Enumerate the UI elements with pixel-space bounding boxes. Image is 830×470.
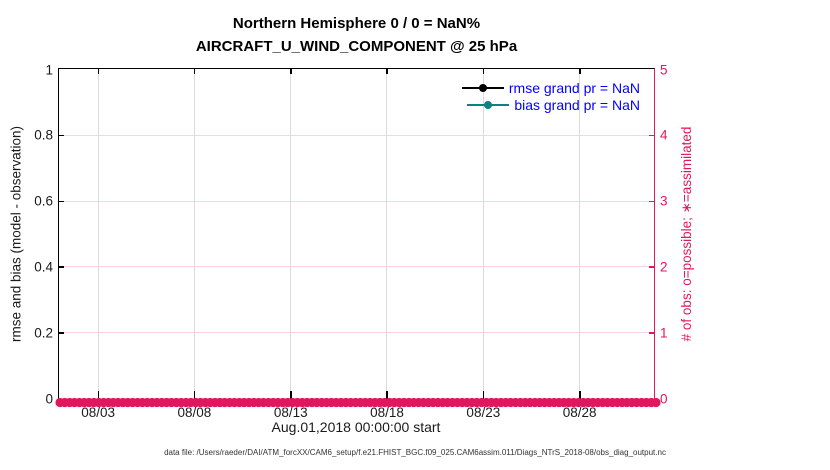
x-tick-mark-top [97, 69, 100, 74]
y-gridline [59, 266, 654, 268]
x-tick-mark-top [386, 69, 388, 74]
plot-area: rmse grand pr = NaN bias grand pr = NaN [55, 68, 661, 408]
y-right-tick-mark [649, 134, 654, 137]
y-right-tick-label: 5 [660, 62, 668, 78]
y-left-tick-label: 1 [45, 62, 53, 78]
y-left-tick-mark [59, 134, 64, 137]
y-gridline [59, 332, 654, 334]
x-gridline [97, 69, 99, 399]
y-right-tick-mark [649, 332, 654, 334]
y-left-tick-mark [59, 200, 64, 203]
x-tick-label: 08/03 [81, 405, 116, 420]
title-line1: Northern Hemisphere 0 / 0 = NaN% [232, 15, 481, 32]
y-right-tick-mark [649, 266, 654, 268]
x-tick-mark-top [193, 69, 196, 74]
x-tick-label: 08/18 [370, 405, 404, 420]
y-left-tick-mark [59, 332, 64, 334]
x-tick-mark-bottom [579, 391, 581, 399]
y-left-tick-label: 0.6 [34, 193, 53, 209]
y-gridline [59, 134, 654, 136]
legend-item: rmse grand pr = NaN [461, 79, 640, 96]
x-tick-mark-bottom [97, 391, 100, 399]
x-tick-mark-bottom [482, 391, 485, 399]
y-right-tick-label: 3 [660, 193, 668, 209]
y-left-tick-label: 0 [45, 391, 53, 407]
x-tick-mark-bottom [193, 391, 196, 399]
y-gridline [59, 200, 654, 202]
legend-label: bias grand pr = NaN [514, 96, 640, 113]
x-tick-label: 08/08 [177, 405, 212, 420]
legend-marker-dot [478, 83, 487, 92]
y-right-tick-mark [649, 200, 654, 203]
x-axis-label: Aug.01,2018 00:00:00 start [271, 419, 441, 435]
y-right-tick-label: 2 [660, 259, 668, 275]
x-tick-mark-top [482, 69, 485, 74]
y-left-tick-label: 0.4 [34, 259, 53, 275]
title-line2: AIRCRAFT_U_WIND_COMPONENT @ 25 hPa [195, 38, 518, 55]
x-tick-label: 08/23 [466, 405, 501, 420]
y-right-tick-label: 1 [660, 325, 668, 341]
y-axis-label-right: # of obs: o=possible; ∗=assimilated [679, 126, 694, 342]
x-tick-mark-top [290, 69, 292, 74]
y-left-tick-mark [59, 266, 64, 268]
x-tick-label: 08/13 [273, 405, 308, 420]
y-axis-label-left: rmse and bias (model - observation) [8, 125, 24, 343]
x-gridline [579, 69, 581, 399]
y-right-tick-label: 4 [660, 127, 668, 143]
data-file-footnote: data file: /Users/raeder/DAI/ATM_forcXX/… [164, 448, 666, 457]
legend-label: rmse grand pr = NaN [508, 79, 640, 96]
obs-count-marker-band [55, 395, 661, 408]
legend-line-marker-swatch [467, 100, 510, 109]
x-tick-mark-top [579, 69, 581, 74]
obs-zero-markers [55, 397, 661, 408]
x-gridline [386, 69, 388, 399]
legend-marker-dot [484, 100, 493, 109]
x-gridline [193, 69, 195, 399]
x-tick-mark-bottom [386, 391, 388, 399]
legend-line-marker-swatch [461, 83, 504, 92]
legend-item: bias grand pr = NaN [462, 96, 640, 113]
y-left-tick-label: 0.8 [34, 127, 53, 143]
plot-title: Northern Hemisphere 0 / 0 = NaN% AIRCRAF… [58, 12, 655, 58]
y-right-tick-label: 0 [660, 391, 668, 407]
x-tick-label: 08/28 [562, 405, 597, 420]
x-gridline [482, 69, 484, 399]
legend: rmse grand pr = NaN bias grand pr = NaN [461, 79, 640, 113]
x-tick-mark-bottom [290, 391, 292, 399]
y-left-tick-label: 0.2 [34, 325, 53, 341]
x-gridline [290, 69, 292, 399]
